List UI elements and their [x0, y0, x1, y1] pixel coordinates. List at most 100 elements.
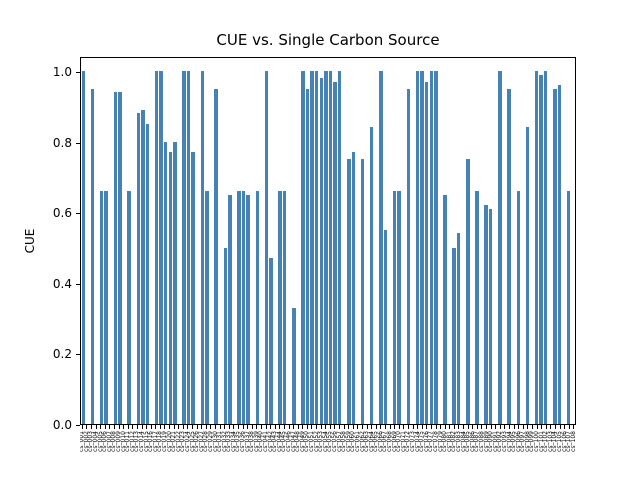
x-tick-mark: [461, 425, 466, 430]
bar: [186, 71, 191, 424]
bar: [182, 71, 186, 424]
x-tick-mark: [452, 425, 457, 430]
x-tick-mark: [135, 425, 140, 430]
bar-slot: [118, 58, 123, 424]
x-tick-mark: [392, 425, 397, 430]
bar: [383, 229, 388, 424]
bar: [525, 127, 530, 424]
bar-slot: [443, 58, 448, 424]
x-tick-mark: [443, 425, 448, 430]
x-tick-mark: [484, 425, 489, 430]
bar: [507, 88, 511, 424]
bar: [324, 71, 328, 424]
x-tick-mark: [521, 425, 526, 430]
bar-slot: [141, 58, 146, 424]
bar-slot: [314, 58, 319, 424]
bar: [141, 109, 145, 424]
bar-slot: [360, 58, 365, 424]
x-tick-mark: [356, 425, 361, 430]
bar: [434, 71, 438, 424]
x-tick-mark: [530, 425, 535, 430]
x-tick-mark: [572, 425, 577, 430]
bar-slot: [328, 58, 333, 424]
bar: [136, 113, 140, 424]
x-tick-mark: [172, 425, 177, 430]
bar-series: [81, 58, 575, 424]
bar-slot: [424, 58, 429, 424]
x-tick-mark: [553, 425, 558, 430]
bar: [557, 85, 562, 424]
y-tick-label: 0.4: [52, 276, 72, 291]
x-tick-mark: [264, 425, 269, 430]
bar-slot: [429, 58, 434, 424]
bar: [484, 205, 488, 424]
x-tick-mark: [103, 425, 108, 430]
bar-slot: [434, 58, 439, 424]
bar-slot: [397, 58, 402, 424]
bar-slot: [488, 58, 493, 424]
bar: [191, 152, 195, 424]
bar-slot: [324, 58, 329, 424]
x-tick-mark: [562, 425, 567, 430]
bar: [539, 74, 543, 424]
x-tick-mark: [489, 425, 494, 430]
bar-slot: [351, 58, 356, 424]
bar-slot: [182, 58, 187, 424]
bar: [466, 159, 470, 424]
bar: [475, 191, 479, 424]
bar-slot: [223, 58, 228, 424]
plot-area: [80, 57, 576, 425]
x-tick-mark: [374, 425, 379, 430]
x-tick-mark: [369, 425, 374, 430]
x-tick-mark: [186, 425, 191, 430]
bar-slot: [282, 58, 287, 424]
x-tick-mark: [282, 425, 287, 430]
x-tick-mark: [337, 425, 342, 430]
bar: [315, 71, 319, 424]
x-tick-mark: [195, 425, 200, 430]
y-tick-label: 0.8: [52, 135, 72, 150]
bar-slot: [337, 58, 342, 424]
x-tick-mark: [457, 425, 462, 430]
bar-slot: [539, 58, 544, 424]
x-tick-mark: [438, 425, 443, 430]
bar-slot: [406, 58, 411, 424]
bar-slot: [246, 58, 251, 424]
y-tick-mark: [76, 354, 80, 355]
y-tick-label: 1.0: [52, 65, 72, 79]
bar: [104, 191, 108, 424]
chart-title: CUE vs. Single Carbon Source: [216, 31, 440, 49]
x-tick-mark: [346, 425, 351, 430]
bar-slot: [168, 58, 173, 424]
y-tick-mark: [76, 284, 80, 285]
x-tick-mark: [558, 425, 563, 430]
bar: [163, 141, 168, 424]
bar: [264, 71, 269, 424]
bar-slot: [228, 58, 233, 424]
bar-slot: [163, 58, 168, 424]
y-tick-label: 0.6: [52, 206, 72, 221]
x-tick-mark: [222, 425, 227, 430]
bar-slot: [99, 58, 104, 424]
x-tick-mark: [259, 425, 264, 430]
bar: [159, 71, 163, 424]
bar-slot: [507, 58, 512, 424]
bar-slot: [566, 58, 571, 424]
bar: [420, 71, 424, 424]
bar: [534, 71, 539, 424]
x-tick-mark: [420, 425, 425, 430]
bar-slot: [484, 58, 489, 424]
x-tick-mark: [301, 425, 306, 430]
x-tick-mark: [89, 425, 94, 430]
x-tick-mark: [163, 425, 168, 430]
bar: [379, 71, 383, 424]
y-tick-label: 0.2: [52, 347, 72, 362]
bar-slot: [383, 58, 388, 424]
bar-slot: [516, 58, 521, 424]
x-tick-mark: [475, 425, 480, 430]
bar-slot: [525, 58, 530, 424]
x-tick-mark: [112, 425, 117, 430]
x-tick-mark: [98, 425, 103, 430]
x-tick-mark: [158, 425, 163, 430]
bar: [246, 194, 250, 424]
